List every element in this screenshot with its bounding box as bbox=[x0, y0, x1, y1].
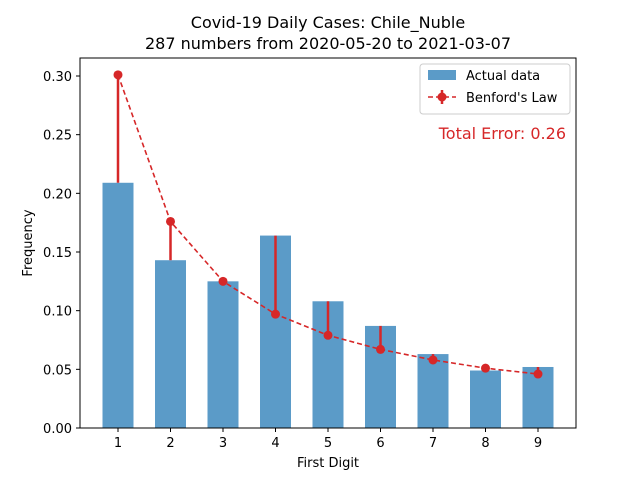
y-tick-label-0.15: 0.15 bbox=[43, 246, 72, 261]
benford-series bbox=[113, 70, 543, 379]
bar-digit-2 bbox=[155, 260, 186, 428]
y-tick-label-0.25: 0.25 bbox=[43, 129, 72, 144]
benford-point-digit-4 bbox=[271, 309, 280, 319]
benford-point-digit-3 bbox=[218, 276, 228, 286]
chart-title-line2: 287 numbers from 2020-05-20 to 2021-03-0… bbox=[145, 34, 511, 53]
y-tick-label-0.30: 0.30 bbox=[43, 70, 72, 85]
chart-title-line1: Covid-19 Daily Cases: Chile_Nuble bbox=[191, 13, 465, 33]
benford-point-digit-8 bbox=[481, 363, 490, 373]
y-tick-label-0.10: 0.10 bbox=[43, 305, 72, 320]
bar-digit-1 bbox=[102, 182, 134, 428]
benford-point-digit-7 bbox=[428, 355, 438, 365]
total-error-annotation: Total Error: 0.26 bbox=[438, 124, 566, 143]
benford-point-digit-1 bbox=[113, 70, 123, 80]
legend-box bbox=[419, 63, 571, 115]
x-tick-label-9: 9 bbox=[534, 436, 542, 451]
benford-point-digit-2 bbox=[166, 216, 175, 226]
y-tick-label-0.20: 0.20 bbox=[43, 187, 72, 202]
bar-digit-3 bbox=[207, 281, 239, 428]
legend-label-actual: Actual data bbox=[466, 69, 540, 84]
error-lines bbox=[116, 74, 540, 375]
x-axis-label: First Digit bbox=[297, 456, 359, 471]
x-tick-label-7: 7 bbox=[429, 436, 437, 451]
legend-swatch-actual bbox=[428, 70, 456, 80]
x-tick-label-6: 6 bbox=[376, 436, 384, 451]
y-tick-label-0.00: 0.00 bbox=[43, 422, 72, 437]
bar-digit-8 bbox=[470, 370, 501, 428]
legend-label-benford: Benford's Law bbox=[466, 91, 558, 106]
y-tick-label-0.05: 0.05 bbox=[43, 363, 72, 378]
y-axis-ticks: 0.00 0.05 0.10 0.15 0.20 0.25 0.30 bbox=[43, 70, 80, 437]
benford-point-digit-6 bbox=[376, 344, 385, 354]
x-axis-ticks: 1 2 3 4 5 6 7 8 9 bbox=[114, 428, 542, 451]
x-tick-label-8: 8 bbox=[481, 436, 489, 451]
x-tick-label-1: 1 bbox=[114, 436, 122, 451]
legend-marker-benford bbox=[437, 92, 447, 102]
y-axis-label: Frequency bbox=[21, 209, 36, 276]
legend: Actual data Benford's Law bbox=[419, 63, 571, 115]
x-tick-label-5: 5 bbox=[324, 436, 332, 451]
bar-digit-7 bbox=[417, 354, 449, 428]
x-tick-label-4: 4 bbox=[271, 436, 279, 451]
x-tick-label-2: 2 bbox=[166, 436, 174, 451]
benford-point-digit-9 bbox=[533, 369, 543, 379]
x-tick-label-3: 3 bbox=[219, 436, 227, 451]
benford-point-digit-5 bbox=[323, 330, 333, 340]
